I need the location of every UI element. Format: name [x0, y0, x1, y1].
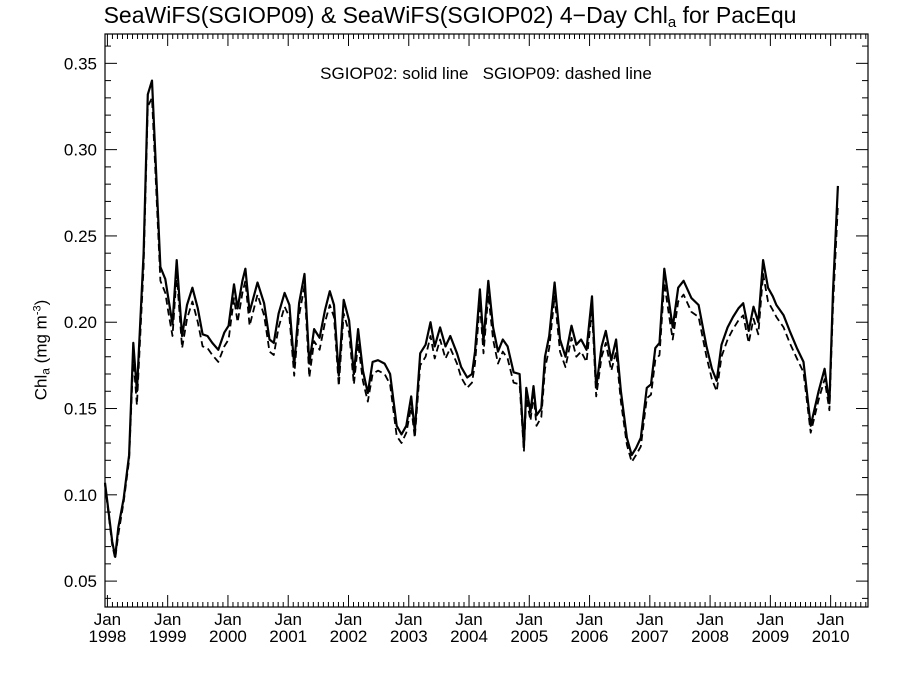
y-tick-label: 0.25: [64, 227, 97, 246]
x-tick-label-year: 1999: [149, 627, 187, 646]
x-tick-label-year: 2002: [330, 627, 368, 646]
x-tick-label-month: Jan: [757, 610, 784, 629]
x-tick-label-year: 2004: [450, 627, 488, 646]
x-tick-label-year: 2000: [209, 627, 247, 646]
x-tick-label-month: Jan: [696, 610, 723, 629]
x-tick-label-year: 2008: [691, 627, 729, 646]
x-tick-label-month: Jan: [817, 610, 844, 629]
y-tick-label: 0.10: [64, 486, 97, 505]
series-sgiop09-dashed-line: [104, 97, 839, 560]
y-tick-label: 0.35: [64, 54, 97, 73]
x-tick-label-month: Jan: [275, 610, 302, 629]
x-tick-label-month: Jan: [395, 610, 422, 629]
x-tick-label-month: Jan: [455, 610, 482, 629]
series-sgiop02-solid-line: [103, 79, 839, 559]
x-tick-label-month: Jan: [335, 610, 362, 629]
x-tick-label-month: Jan: [94, 610, 121, 629]
legend-annotation: SGIOP02: solid line SGIOP09: dashed line: [320, 64, 652, 83]
y-tick-label: 0.15: [64, 400, 97, 419]
chart-title-main: SeaWiFS(SGIOP09) & SeaWiFS(SGIOP02) 4−Da…: [103, 2, 668, 28]
x-tick-label-month: Jan: [516, 610, 543, 629]
plot-series: [103, 79, 839, 560]
x-tick-label-year: 2006: [571, 627, 609, 646]
x-tick-label-year: 2003: [390, 627, 428, 646]
chart-title-end: for PacEqu: [676, 2, 797, 28]
x-tick-label-month: Jan: [636, 610, 663, 629]
y-tick-label: 0.20: [64, 313, 97, 332]
x-tick-label-year: 2007: [631, 627, 669, 646]
x-tick-label-year: 2005: [510, 627, 548, 646]
x-tick-label-year: 2001: [269, 627, 307, 646]
x-tick-label-year: 2010: [812, 627, 850, 646]
y-tick-label: 0.30: [64, 141, 97, 160]
x-tick-label-year: 2009: [751, 627, 789, 646]
x-tick-label-month: Jan: [576, 610, 603, 629]
chart-title: SeaWiFS(SGIOP09) & SeaWiFS(SGIOP02) 4−Da…: [0, 2, 900, 31]
x-axis: Jan1998Jan1999Jan2000Jan2001Jan2002Jan20…: [88, 34, 867, 646]
chart-title-subscript: a: [667, 14, 677, 31]
x-tick-label-month: Jan: [214, 610, 241, 629]
plot-frame: [104, 33, 869, 608]
x-tick-label-month: Jan: [154, 610, 181, 629]
y-axis: 0.05 0.10 0.15 0.20 0.25 0.30 0.35: [64, 45, 868, 599]
x-tick-label-year: 1998: [88, 627, 126, 646]
y-tick-label: 0.05: [64, 572, 97, 591]
